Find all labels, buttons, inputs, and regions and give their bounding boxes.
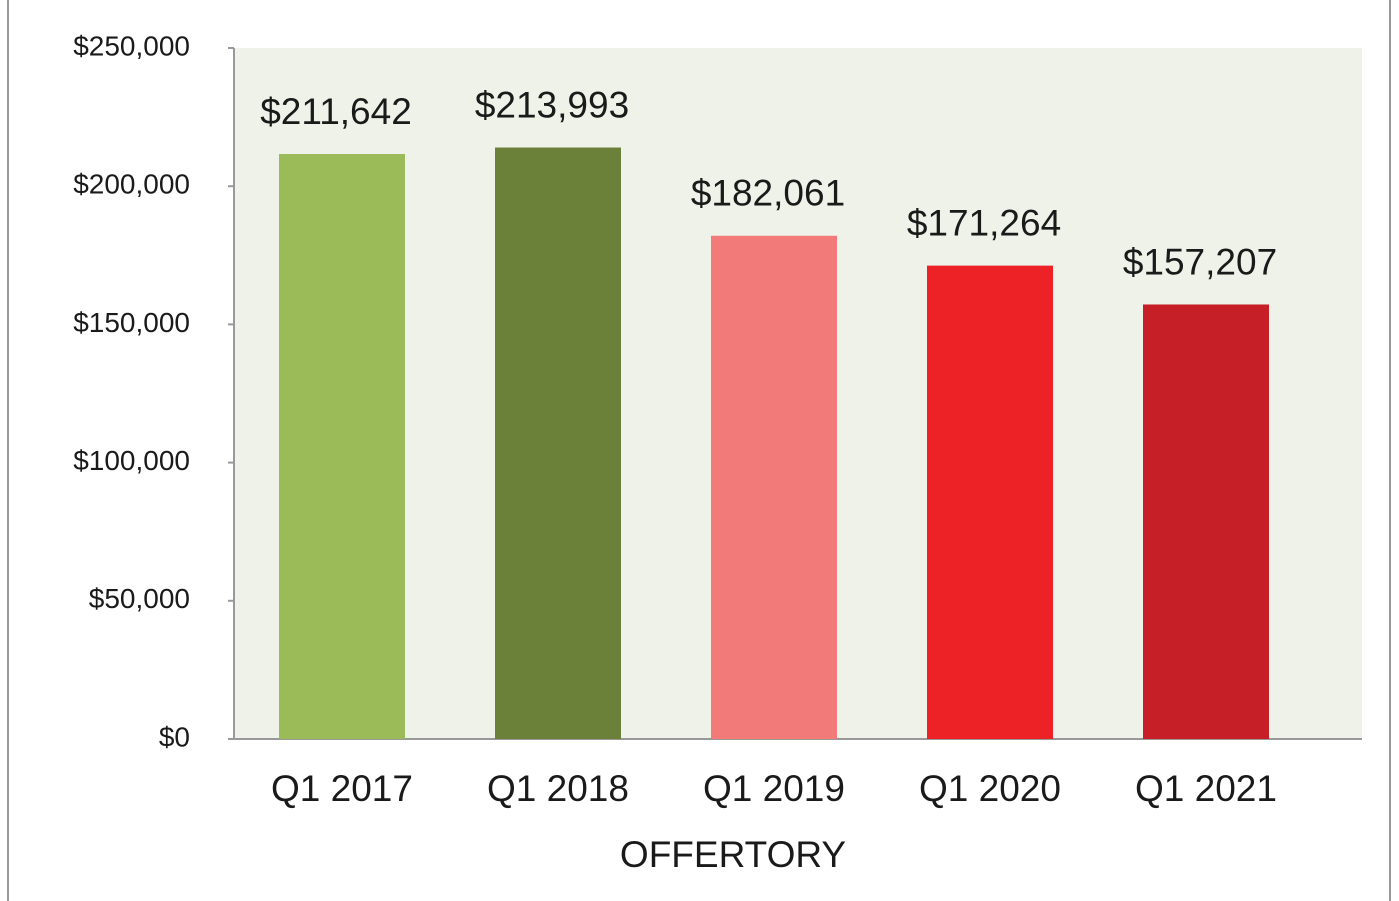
y-tick-label: $150,000 [73, 307, 190, 338]
y-tick-label: $50,000 [89, 583, 190, 614]
value-label: $213,993 [475, 84, 629, 125]
y-tick-label: $250,000 [73, 30, 190, 61]
y-tick-label: $0 [159, 721, 190, 752]
x-tick-label: Q1 2017 [271, 768, 413, 809]
bar [927, 265, 1053, 739]
value-label: $171,264 [907, 202, 1061, 243]
value-label: $182,061 [691, 173, 845, 214]
x-tick-label: Q1 2018 [487, 768, 629, 809]
bar [279, 154, 405, 740]
x-tick-label: Q1 2021 [1135, 768, 1277, 809]
bar [495, 147, 621, 740]
y-tick-label: $200,000 [73, 169, 190, 200]
x-tick-label: Q1 2019 [703, 768, 845, 809]
x-axis-label: OFFERTORY [620, 834, 846, 875]
bar [1143, 304, 1269, 739]
y-tick-label: $100,000 [73, 445, 190, 476]
bar [711, 235, 837, 740]
value-label: $157,207 [1123, 241, 1277, 282]
x-tick-label: Q1 2020 [919, 768, 1061, 809]
value-label: $211,642 [260, 91, 412, 132]
